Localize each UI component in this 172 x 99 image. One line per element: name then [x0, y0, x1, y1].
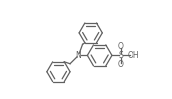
Text: O: O	[118, 60, 124, 69]
Text: S: S	[119, 51, 123, 60]
Text: N: N	[76, 51, 81, 60]
Text: OH: OH	[128, 51, 139, 60]
Text: O: O	[118, 42, 124, 51]
